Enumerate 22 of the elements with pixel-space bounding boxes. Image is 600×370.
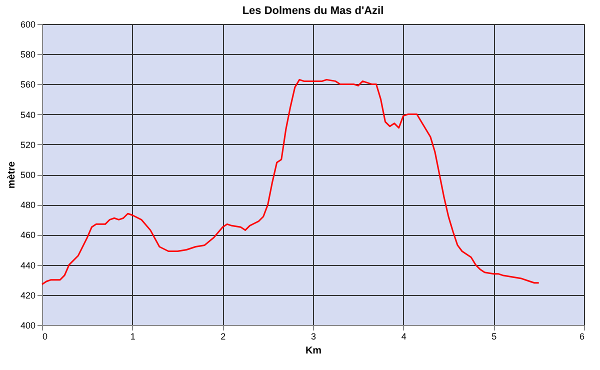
chart-title: Les Dolmens du Mas d'Azil (242, 5, 384, 17)
x-tick-label: 6 (579, 332, 584, 342)
x-tick-label: 3 (310, 332, 316, 342)
y-tick-label: 500 (20, 170, 36, 180)
y-tick-label: 460 (20, 230, 36, 240)
y-tick-label: 580 (20, 50, 36, 60)
line-series (41, 78, 540, 286)
y-tick-label: 440 (20, 260, 36, 270)
y-tick-label: 480 (20, 200, 36, 210)
y-tick-label: 560 (20, 80, 36, 90)
x-tick-label: 1 (130, 332, 136, 342)
x-tick-label: 4 (401, 332, 406, 342)
y-tick-label: 420 (20, 290, 36, 300)
y-axis-title: mètre (6, 160, 18, 189)
x-tick-label: 2 (220, 332, 226, 342)
x-tick-label: 0 (42, 332, 48, 342)
y-tick-label: 600 (20, 20, 36, 30)
y-tick-label: 540 (20, 110, 36, 120)
y-tick-label: 520 (20, 140, 36, 150)
x-tick-label: 5 (492, 332, 497, 342)
y-tick-label: 400 (20, 320, 36, 330)
x-axis-title: Km (305, 346, 322, 356)
